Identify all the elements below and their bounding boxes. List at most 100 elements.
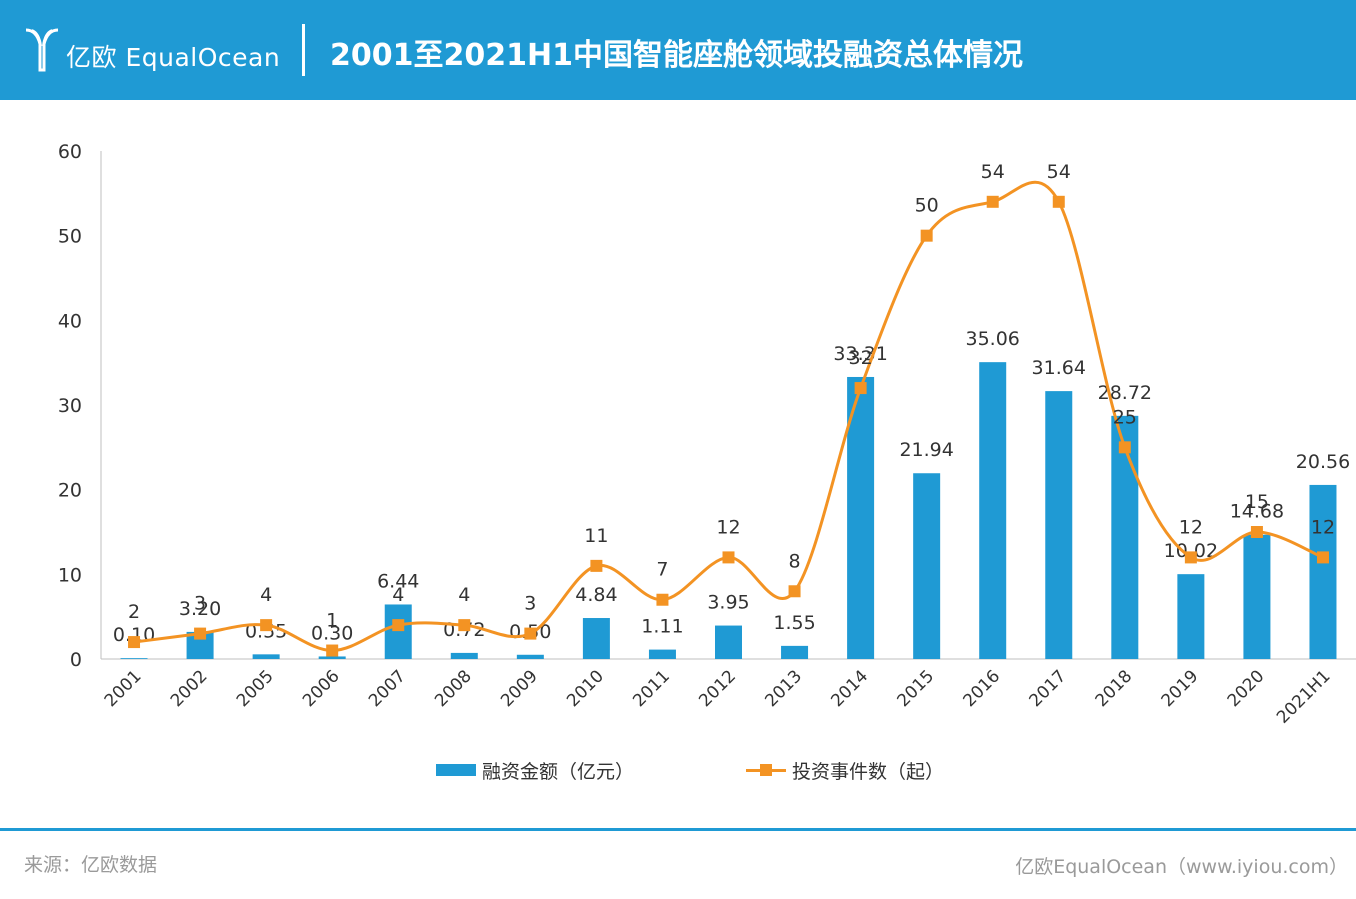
x-tick-label: 2001 — [101, 666, 146, 711]
y-tick-label: 20 — [58, 480, 82, 502]
bar — [582, 618, 610, 659]
line-data-label: 50 — [915, 195, 939, 217]
x-tick-label: 2008 — [431, 666, 476, 711]
line-point — [1250, 526, 1263, 538]
bar-data-label: 21.94 — [899, 439, 953, 461]
bar-data-label: 3.20 — [179, 598, 221, 620]
bar — [384, 604, 412, 659]
line-data-label: 2 — [128, 601, 140, 623]
line-point — [128, 636, 141, 649]
bar — [847, 376, 875, 659]
y-tick-label: 60 — [58, 141, 82, 163]
line-data-label: 8 — [789, 550, 801, 572]
x-tick-label: 2018 — [1092, 666, 1137, 711]
bar-data-label: 1.11 — [641, 616, 683, 638]
bar — [1177, 574, 1205, 659]
line-data-label: 15 — [1245, 491, 1269, 513]
bar-data-label: 14.68 — [1230, 501, 1284, 523]
x-tick-label: 2006 — [299, 666, 344, 711]
line-data-label: 32 — [849, 347, 873, 369]
line-point — [194, 627, 207, 640]
bar-data-label: 20.56 — [1296, 451, 1350, 473]
x-tick-label: 2005 — [233, 666, 278, 711]
x-tick-label: 2017 — [1026, 666, 1071, 711]
line-point — [656, 593, 669, 606]
bar — [516, 654, 544, 659]
bar-data-label: 4.84 — [575, 584, 617, 606]
bar-data-label: 31.64 — [1032, 357, 1086, 379]
line-data-label: 4 — [260, 584, 272, 606]
legend-label-amount: 融资金额（亿元） — [482, 760, 635, 783]
line-point — [392, 619, 405, 632]
x-tick-label: 2002 — [167, 666, 212, 711]
credit-note: 亿欧EqualOcean（www.iyiou.com） — [1015, 856, 1348, 878]
y-tick-label: 40 — [58, 310, 82, 332]
bar-data-label: 35.06 — [966, 328, 1020, 350]
line-point — [986, 195, 999, 208]
x-tick-label: 2019 — [1158, 666, 1203, 711]
bar — [120, 658, 148, 659]
header-divider — [302, 24, 305, 76]
y-tick-label: 10 — [58, 564, 82, 586]
x-tick-label: 2010 — [563, 666, 608, 711]
line-data-label: 7 — [656, 559, 668, 581]
line-data-label: 3 — [524, 593, 536, 615]
bar — [648, 649, 676, 659]
x-tick-label: 2014 — [827, 666, 872, 711]
line-point — [1052, 195, 1065, 208]
line-data-label: 3 — [194, 593, 206, 615]
equalocean-logo-icon — [25, 28, 59, 72]
line-data-label: 12 — [1179, 516, 1203, 538]
bar-data-label: 3.95 — [707, 592, 749, 614]
x-tick-label: 2013 — [761, 666, 806, 711]
x-tick-label: 2007 — [365, 666, 410, 711]
line-data-label: 4 — [458, 584, 470, 606]
x-tick-label: 2015 — [893, 666, 938, 711]
bar — [1309, 484, 1337, 659]
line-point — [920, 229, 933, 242]
legend-swatch-bar — [436, 764, 476, 776]
bar — [781, 645, 809, 659]
page-title: 2001至2021H1中国智能座舱领域投融资总体情况 — [330, 38, 1023, 73]
line-data-label: 12 — [1311, 516, 1335, 538]
line-point — [524, 627, 537, 640]
count-series-line — [133, 180, 1324, 653]
line-point — [788, 585, 801, 598]
line-data-label: 25 — [1113, 406, 1137, 428]
line-point — [722, 551, 735, 564]
line-data-label: 54 — [1047, 161, 1071, 183]
legend-item-count: 投资事件数（起） — [746, 758, 944, 783]
x-tick-label: 2020 — [1224, 666, 1269, 711]
bar-data-label: 1.55 — [773, 612, 815, 634]
bar — [913, 473, 941, 659]
x-tick-label: 2021H1 — [1273, 666, 1334, 727]
line-point — [458, 619, 471, 632]
footer-divider — [0, 828, 1356, 831]
line-point — [854, 382, 867, 395]
line-point — [590, 559, 603, 572]
x-tick-label: 2012 — [695, 666, 740, 711]
bar — [318, 656, 346, 659]
legend-swatch-line — [746, 758, 786, 782]
bar — [1111, 415, 1139, 659]
line-point — [1118, 441, 1131, 454]
line-data-label: 12 — [716, 516, 740, 538]
x-tick-label: 2011 — [629, 666, 674, 711]
bar — [252, 654, 280, 659]
x-tick-label: 2009 — [497, 666, 542, 711]
line-point — [326, 644, 339, 657]
line-data-label: 11 — [584, 525, 608, 547]
line-point — [260, 619, 273, 632]
line-point — [1316, 551, 1329, 564]
source-note: 来源：亿欧数据 — [24, 854, 158, 876]
x-tick-label: 2016 — [960, 666, 1005, 711]
line-point — [1184, 551, 1197, 564]
line-data-label: 4 — [392, 584, 404, 606]
line-data-label: 1 — [326, 610, 338, 632]
bar — [450, 652, 478, 659]
bar — [979, 362, 1007, 659]
y-tick-label: 0 — [70, 649, 82, 671]
combo-chart: 0 10 20 30 40 50 60 2001 2002 2005 2006 2007 2008 200… — [58, 141, 1356, 728]
line-data-label: 54 — [981, 161, 1005, 183]
bar — [1045, 391, 1073, 659]
